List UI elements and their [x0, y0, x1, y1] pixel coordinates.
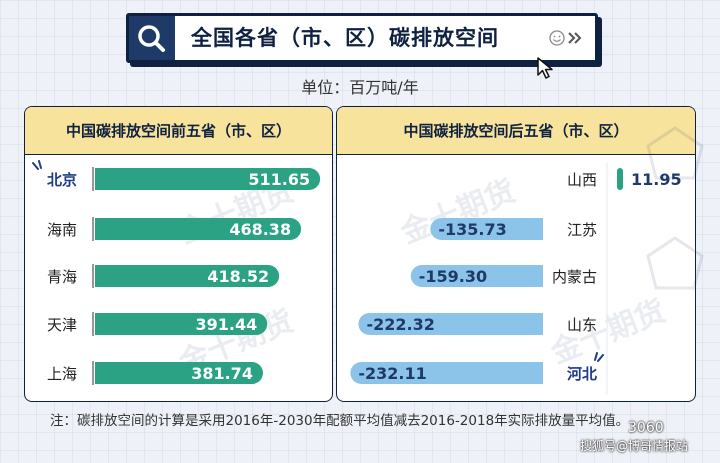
bar	[95, 218, 302, 240]
category-label: 河北	[567, 365, 597, 383]
tick-stroke	[38, 160, 42, 169]
bar-cap	[95, 313, 107, 335]
tick-stroke	[597, 354, 604, 362]
bar	[430, 218, 543, 240]
category-label: 山东	[567, 316, 597, 334]
bar	[95, 313, 268, 335]
footnote: 注：碳排放空间的计算是采用2016年-2030年配额平均值减去2016-2018…	[50, 413, 630, 429]
smiley-arrows-icon	[549, 30, 582, 46]
tick-stroke	[32, 162, 39, 170]
bar-value-label: 381.74	[191, 364, 253, 383]
bottom-five-heading: 中国碳排放空间后五省（市、区）	[337, 107, 695, 155]
bar	[95, 362, 263, 384]
bar-value-label: 391.44	[195, 315, 257, 334]
category-label: 青海	[47, 268, 77, 286]
bar-cap	[95, 168, 107, 190]
bar	[617, 168, 623, 190]
bar-cap	[95, 218, 107, 240]
bar-value-label: -159.30	[419, 267, 487, 286]
highlight-tick-icon	[594, 352, 604, 362]
bar-value-label: 11.95	[631, 170, 682, 189]
bar	[350, 362, 543, 384]
watermark-seal	[646, 126, 704, 290]
bar	[410, 265, 543, 287]
bar-value-label: 511.65	[248, 170, 310, 189]
bar-value-label: -232.11	[358, 364, 426, 383]
category-label: 海南	[47, 221, 77, 239]
title-box: 全国各省（市、区）碳排放空间	[126, 13, 598, 63]
bar	[358, 313, 543, 335]
bar-value-label: 418.52	[207, 267, 269, 286]
bar-value-label: -222.32	[366, 315, 434, 334]
top-five-panel: 中国碳排放空间前五省（市、区） 金十期货 金十期货 511.65 北京 468.38…	[24, 106, 333, 402]
category-label: 江苏	[567, 221, 597, 239]
category-label: 内蒙古	[552, 268, 597, 286]
bottom-five-panel: 中国碳排放空间后五省（市、区） 金十期货 金十期货 11.95 山西 -135.73…	[336, 106, 696, 402]
category-label: 山西	[567, 171, 597, 189]
top-five-heading: 中国碳排放空间前五省（市、区）	[25, 107, 332, 155]
highlight-tick-icon	[32, 160, 42, 170]
bar-cap	[531, 265, 543, 287]
bar-cap	[531, 362, 543, 384]
bar-cap	[531, 218, 543, 240]
bar-cap	[95, 265, 107, 287]
bar-value-label: 468.38	[229, 220, 291, 239]
top-five-chart: 511.65 北京 468.38 海南 418.52 青海 391.44 天津 381.74 上海	[32, 160, 321, 385]
cursor-icon	[537, 57, 553, 79]
bar-value-label: -135.73	[438, 220, 506, 239]
source-credit: 搜狐号@博哥情报站	[580, 439, 689, 453]
category-label: 天津	[47, 316, 77, 334]
tick-stroke	[594, 352, 598, 361]
bar-cap	[531, 313, 543, 335]
bar	[95, 168, 321, 190]
wechat-logo-text: 3060	[628, 420, 664, 436]
bar	[95, 265, 280, 287]
category-label: 北京	[47, 171, 77, 189]
page-title: 全国各省（市、区）碳排放空间	[191, 26, 499, 50]
category-label: 上海	[47, 365, 77, 383]
bar-cap	[95, 362, 107, 384]
bottom-five-chart: 11.95 山西 -135.73 江苏 -159.30 内蒙古 -222.32 山东 -232.…	[350, 163, 682, 395]
unit-label: 单位：百万吨/年	[301, 78, 419, 97]
search-icon	[129, 16, 175, 60]
